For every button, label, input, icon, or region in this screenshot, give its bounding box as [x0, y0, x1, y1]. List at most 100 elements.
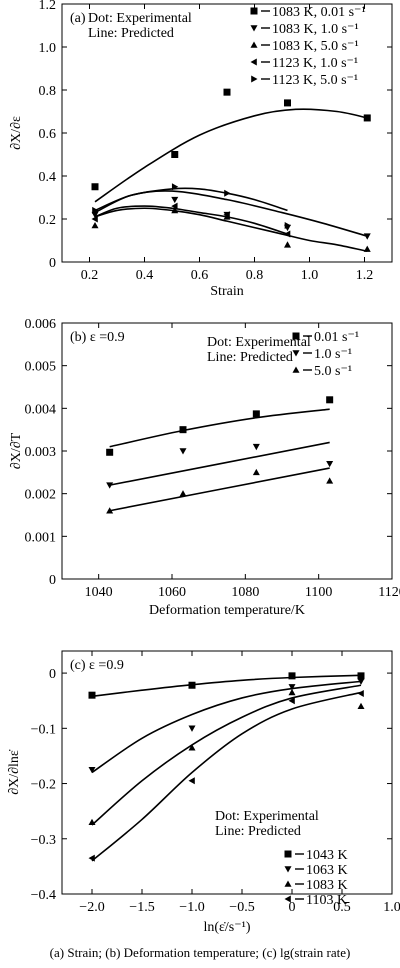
data-point [363, 114, 371, 122]
panel-label: (c) ε =0.9 [70, 658, 124, 673]
legend-item: 5.0 s⁻¹ [292, 364, 352, 379]
legend-label: 1123 K, 1.0 s⁻¹ [272, 56, 358, 71]
x-tick-label: 0.5 [333, 900, 351, 915]
chart-panel-1: 0.2 0.4 0.6 0.8 1.0 1.2 0 0.2 0.4 0.6 0.8 1.0 1.2 Str… [9, 0, 393, 299]
data-point [179, 490, 187, 497]
series-3 [88, 684, 365, 826]
series-line [94, 205, 288, 235]
series-4 [91, 202, 291, 238]
y-tick-label: 0.004 [25, 402, 57, 417]
x-tick-label: −1.0 [179, 900, 204, 915]
data-point [179, 426, 187, 434]
series-line [91, 684, 362, 826]
legend-marker [250, 58, 257, 66]
x-tick-label: 1060 [158, 585, 186, 600]
x-tick-label: 0 [289, 900, 296, 915]
note-experimental: Dot: Experimental [215, 809, 319, 824]
data-point [288, 697, 295, 705]
data-point [357, 678, 365, 685]
legend-item: 1043 K [284, 848, 348, 863]
data-point [363, 245, 371, 252]
data-point [363, 233, 371, 240]
x-tick-label: −0.5 [229, 900, 254, 915]
legend-label: 1083 K, 5.0 s⁻¹ [272, 39, 359, 54]
y-tick-label: 0.2 [39, 213, 57, 228]
legend-item: 1083 K, 1.0 s⁻¹ [250, 22, 359, 37]
series-line [109, 441, 330, 486]
y-tick-label: 0.8 [39, 84, 57, 99]
data-point [188, 744, 196, 751]
x-tick-label: 0.4 [136, 268, 154, 283]
series-1 [91, 88, 371, 203]
series-line [91, 691, 362, 862]
legend-marker [292, 350, 300, 357]
data-point [357, 672, 365, 680]
data-point [91, 183, 99, 191]
y-tick-label: 1.2 [39, 0, 57, 13]
y-tick-label: 0.002 [25, 488, 57, 503]
series-line [91, 680, 362, 774]
note-predicted: Line: Predicted [88, 26, 174, 41]
data-point [88, 766, 96, 774]
legend-marker [292, 366, 300, 373]
data-point [326, 396, 334, 404]
legend-marker [250, 25, 258, 32]
legend-marker [284, 895, 291, 903]
data-point [179, 448, 187, 455]
note-predicted: Line: Predicted [207, 350, 293, 365]
panel-label: (a) [70, 11, 86, 26]
data-point [188, 725, 196, 732]
y-tick-label: −0.3 [31, 833, 56, 848]
legend-label: 1083 K [306, 878, 348, 893]
y-tick-label: 0.001 [25, 530, 57, 545]
legend-item: 1083 K, 5.0 s⁻¹ [250, 39, 359, 54]
data-point [171, 202, 178, 210]
series-line [91, 674, 362, 698]
data-point [88, 818, 96, 826]
x-tick-label: 0.2 [81, 268, 99, 283]
data-point [284, 221, 291, 229]
series-line [109, 467, 330, 512]
data-point [357, 702, 365, 710]
data-point [171, 151, 179, 158]
series-line [94, 190, 368, 237]
data-point [288, 688, 296, 696]
data-point [91, 215, 98, 223]
legend-label: 1083 K, 1.0 s⁻¹ [272, 22, 359, 37]
x-tick-label: 1040 [85, 585, 113, 600]
data-point [224, 189, 231, 197]
data-point [106, 507, 114, 514]
x-tick-label: 1.0 [301, 268, 319, 283]
legend-label: 1.0 s⁻¹ [314, 347, 352, 362]
data-point [88, 854, 95, 862]
legend-label: 1103 K [306, 893, 347, 908]
y-tick-label: 0 [49, 667, 56, 682]
y-axis-label: ∂X/∂ε [9, 116, 24, 150]
data-point [357, 690, 364, 698]
data-point [284, 99, 291, 107]
series-4 [88, 690, 364, 862]
y-axis-label: ∂X/∂lnε̇ [7, 749, 22, 795]
series-1 [106, 396, 334, 456]
x-axis-label: ln(ε̇/s⁻¹) [203, 920, 250, 935]
series-1 [88, 672, 365, 699]
legend-item: 1123 K, 1.0 s⁻¹ [250, 56, 358, 71]
x-tick-label: 1.2 [356, 268, 374, 283]
data-point [326, 477, 334, 484]
legend-label: 1043 K [306, 848, 348, 863]
legend-label: 1123 K, 5.0 s⁻¹ [272, 73, 358, 88]
y-tick-label: 0.006 [25, 317, 57, 332]
legend-item: 1083 K, 0.01 s⁻¹ [250, 5, 366, 20]
series-line [94, 207, 368, 253]
legend-label: 1083 K, 0.01 s⁻¹ [272, 5, 366, 20]
series-5 [92, 183, 291, 229]
data-point [171, 206, 179, 214]
legend-marker [284, 880, 292, 887]
legend-label: 5.0 s⁻¹ [314, 364, 352, 379]
data-point [288, 672, 296, 680]
note-predicted: Line: Predicted [215, 824, 301, 839]
data-point [188, 777, 195, 785]
data-point [326, 461, 334, 468]
